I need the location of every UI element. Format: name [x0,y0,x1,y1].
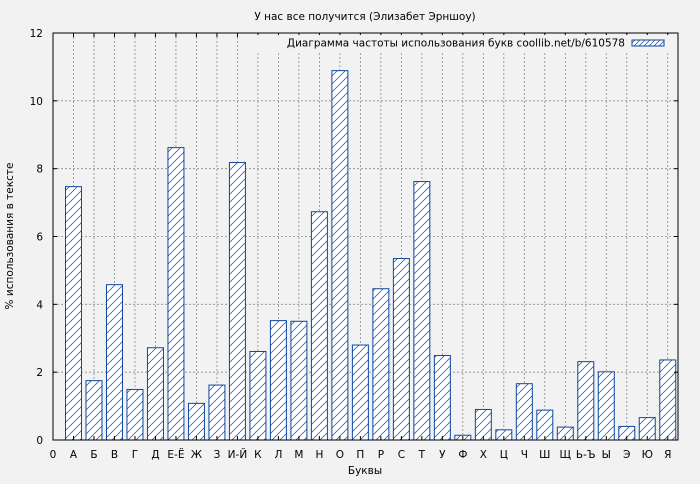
x-tick-label: Я [664,449,671,461]
y-tick-label: 0 [36,435,43,447]
x-tick-label: О [336,449,344,461]
x-tick-label: С [398,449,405,461]
x-tick-label: И-Й [228,448,248,461]
bar [65,186,82,441]
x-tick-label: Е-Ё [167,448,184,461]
bar [351,344,369,441]
x-tick-label: К [254,449,262,461]
bar [659,359,677,441]
x-tick-label: Л [274,449,282,461]
chart-title: У нас все получится (Элизабет Эрншоу) [254,11,475,23]
bar [392,258,410,441]
bar [105,284,123,441]
x-tick-label: Б [90,449,97,461]
legend-label: Диаграмма частоты использования букв coo… [287,38,625,50]
x-tick-label: Щ [560,449,572,461]
bars [65,70,677,441]
y-tick-label: 12 [30,28,43,40]
y-axis-ticks: 0 2 4 6 8 10 12 [30,28,678,447]
x-tick-label: Э [623,449,630,461]
y-tick-label: 10 [30,96,43,108]
bar [310,211,328,441]
bar [536,409,554,441]
x-tick-label: У [439,449,446,461]
x-tick-label: А [70,449,78,461]
bar [433,355,451,441]
x-tick-label: Ю [642,449,653,461]
y-axis-label: % использования в тексте [4,163,16,310]
bar [269,320,287,441]
x-tick-label: Ч [521,449,528,461]
y-tick-label: 6 [36,232,43,244]
x-tick-label: Р [378,449,384,461]
x-tick-label: Х [480,449,487,461]
legend-swatch [631,39,665,47]
bar [249,350,267,441]
bar [290,320,308,441]
bar [208,384,226,441]
x-axis-ticks: 0 А Б В Г Д Е-Ё Ж З И-Й К Л М Н О П Р С Т У Ф Х Ц Ч Ш Щ Ь-Ъ Ы Э Ю Я [50,33,671,461]
bar [187,402,205,441]
x-tick-label: Ш [539,449,550,461]
bar [577,361,595,441]
x-tick-label: Ж [191,449,203,461]
x-axis-label: Буквы [348,465,382,477]
bar [146,347,164,441]
bar [515,383,533,441]
bar [228,162,246,441]
x-tick-label: Д [151,449,159,461]
y-tick-label: 8 [36,164,43,176]
bar [474,408,492,441]
x-tick-label: М [294,449,303,461]
x-tick-label: Ы [602,449,611,461]
x-tick-label: Ц [500,449,508,461]
x-tick-label: В [111,449,118,461]
y-tick-label: 4 [36,299,43,311]
x-tick-label: Г [132,449,138,461]
legend: Диаграмма частоты использования букв coo… [242,35,675,52]
bar [413,181,431,441]
bar [331,70,349,441]
bar [126,388,144,441]
x-tick-label: Т [418,449,426,461]
y-tick-label: 2 [36,367,43,379]
x-tick-label: Н [315,449,323,461]
legend-box [242,35,675,52]
x-tick-label: 0 [50,449,57,461]
x-tick-label: З [214,449,221,461]
bar [167,147,185,441]
bar [597,371,615,441]
x-tick-label: Ф [458,449,467,461]
bar [85,380,103,441]
bar [372,288,390,441]
x-tick-label: П [356,449,364,461]
x-tick-label: Ь-Ъ [576,449,596,461]
